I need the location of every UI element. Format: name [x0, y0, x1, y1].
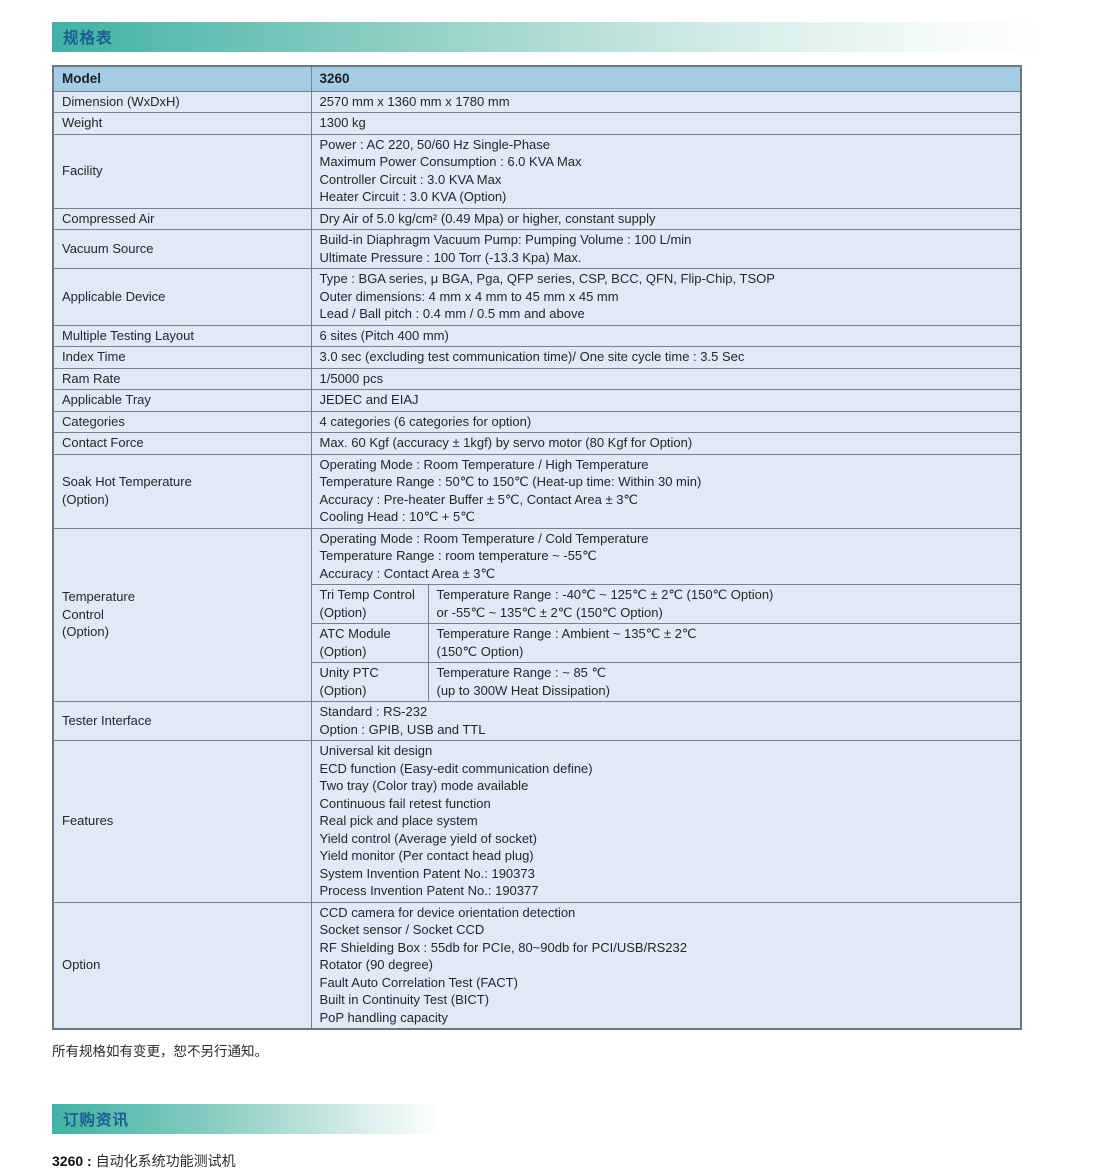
row-value-cell: 4 categories (6 categories for option) [310, 410, 1022, 433]
row-value-cell: CCD camera for device orientation detect… [310, 901, 1022, 1030]
table-row: Compressed Air Dry Air of 5.0 kg/cm² (0.… [52, 207, 1022, 230]
order-section-header-bar: 订购资讯 [52, 1104, 440, 1134]
temp-control-subrow: Unity PTC (Option) Temperature Range : ~… [53, 662, 1022, 702]
table-row: Contact Force Max. 60 Kgf (accuracy ± 1k… [52, 432, 1022, 455]
table-row: Option CCD camera for device orientation… [52, 901, 1022, 1030]
row-value-cell: Operating Mode : Room Temperature / High… [310, 453, 1022, 529]
row-value-cell: 3.0 sec (excluding test communication ti… [310, 346, 1022, 369]
row-label-cell: Dimension (WxDxH) [52, 90, 312, 113]
row-value-cell: 2570 mm x 1360 mm x 1780 mm [310, 90, 1022, 113]
row-label-cell: Applicable Tray [52, 389, 312, 412]
row-label-cell: Ram Rate [52, 367, 312, 390]
order-info-line: 3260 : 自动化系统功能测试机 [52, 1151, 1102, 1171]
row-label-cell: Contact Force [52, 432, 312, 455]
temp-control-summary-row: Temperature Control (Option) Operating M… [52, 527, 1022, 702]
row-value-cell: Power : AC 220, 50/60 Hz Single-Phase Ma… [310, 133, 1022, 209]
order-model-number: 3260 : [52, 1153, 92, 1169]
table-row: Ram Rate 1/5000 pcs [52, 367, 1022, 390]
table-row: Weight 1300 kg [52, 112, 1022, 135]
temp-control-label-cell: Temperature Control (Option) [52, 527, 312, 702]
row-value-cell: Standard : RS-232 Option : GPIB, USB and… [310, 701, 1022, 741]
row-label-cell: Vacuum Source [52, 229, 312, 269]
subrow-value-cell: Temperature Range : Ambient ~ 135℃ ± 2℃ … [427, 623, 1022, 663]
subrow-value-cell: Temperature Range : ~ 85 ℃ (up to 300W H… [427, 662, 1022, 702]
table-row: Index Time 3.0 sec (excluding test commu… [52, 346, 1022, 369]
row-label-cell: Facility [52, 133, 312, 209]
model-value-cell: 3260 [310, 65, 1022, 92]
row-label-cell: Index Time [52, 346, 312, 369]
row-label-cell: Categories [52, 410, 312, 433]
temp-control-subrow: ATC Module (Option) Temperature Range : … [53, 623, 1022, 663]
subrow-label-cell: ATC Module (Option) [310, 623, 429, 663]
row-label-cell: Features [52, 740, 312, 903]
row-value-cell: 6 sites (Pitch 400 mm) [310, 324, 1022, 347]
row-label-cell: Weight [52, 112, 312, 135]
model-header-cell: Model [52, 65, 312, 92]
table-row: Tester Interface Standard : RS-232 Optio… [52, 701, 1022, 741]
row-value-cell: Universal kit design ECD function (Easy-… [310, 740, 1022, 903]
row-value-cell: 1300 kg [310, 112, 1022, 135]
row-label-cell: Applicable Device [52, 268, 312, 326]
temp-control-summary-cell: Operating Mode : Room Temperature / Cold… [310, 527, 1022, 585]
row-label-cell: Soak Hot Temperature (Option) [52, 453, 312, 529]
row-value-cell: Type : BGA series, μ BGA, Pga, QFP serie… [310, 268, 1022, 326]
row-value-cell: JEDEC and EIAJ [310, 389, 1022, 412]
table-row: Applicable Device Type : BGA series, μ B… [52, 268, 1022, 326]
table-header-row: Model 3260 [52, 65, 1022, 92]
row-label-cell: Multiple Testing Layout [52, 324, 312, 347]
table-row: Dimension (WxDxH) 2570 mm x 1360 mm x 17… [52, 90, 1022, 113]
spec-section-header-bar: 规格表 [52, 22, 1045, 52]
spec-section-title: 规格表 [63, 30, 113, 47]
spec-table: Model 3260 Dimension (WxDxH) 2570 mm x 1… [52, 65, 1022, 1030]
temp-control-subrow: Tri Temp Control (Option) Temperature Ra… [53, 584, 1022, 624]
row-value-cell: Build-in Diaphragm Vacuum Pump: Pumping … [310, 229, 1022, 269]
row-value-cell: Dry Air of 5.0 kg/cm² (0.49 Mpa) or high… [310, 207, 1022, 230]
row-value-cell: 1/5000 pcs [310, 367, 1022, 390]
table-row: Soak Hot Temperature (Option) Operating … [52, 453, 1022, 529]
order-model-description: 自动化系统功能测试机 [95, 1153, 236, 1169]
row-label-cell: Compressed Air [52, 207, 312, 230]
table-row: Facility Power : AC 220, 50/60 Hz Single… [52, 133, 1022, 209]
row-label-cell: Option [52, 901, 312, 1030]
table-row: Vacuum Source Build-in Diaphragm Vacuum … [52, 229, 1022, 269]
table-row: Multiple Testing Layout 6 sites (Pitch 4… [52, 324, 1022, 347]
order-section-title: 订购资讯 [63, 1112, 130, 1129]
table-row: Features Universal kit design ECD functi… [52, 740, 1022, 903]
table-row: Applicable Tray JEDEC and EIAJ [52, 389, 1022, 412]
subrow-label-cell: Unity PTC (Option) [310, 662, 429, 702]
row-value-cell: Max. 60 Kgf (accuracy ± 1kgf) by servo m… [310, 432, 1022, 455]
row-label-cell: Tester Interface [52, 701, 312, 741]
table-row: Categories 4 categories (6 categories fo… [52, 410, 1022, 433]
spec-change-footnote: 所有规格如有变更，恕不另行通知。 [52, 1044, 268, 1059]
subrow-value-cell: Temperature Range : -40℃ ~ 125℃ ± 2℃ (15… [427, 584, 1022, 624]
subrow-label-cell: Tri Temp Control (Option) [310, 584, 429, 624]
